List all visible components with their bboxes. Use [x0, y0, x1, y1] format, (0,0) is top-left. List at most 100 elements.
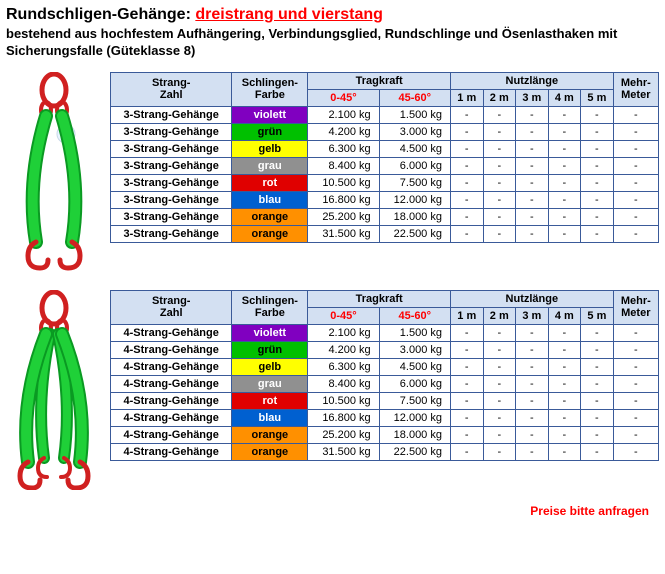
- load-45-60: 12.000 kg: [379, 191, 450, 208]
- table-row: 3-Strang-Gehängeorange31.500 kg22.500 kg…: [111, 225, 659, 242]
- load-45-60: 18.000 kg: [379, 208, 450, 225]
- len-1m: -: [450, 392, 483, 409]
- mehr-meter: -: [613, 409, 658, 426]
- mehr-meter: -: [613, 324, 658, 341]
- len-4m: -: [548, 140, 581, 157]
- len-3m: -: [516, 375, 549, 392]
- load-0-45: 2.100 kg: [308, 324, 379, 341]
- color-swatch: rot: [232, 392, 308, 409]
- row-label: 3-Strang-Gehänge: [111, 140, 232, 157]
- sling-illustration-4: [6, 290, 102, 490]
- hdr-schlingen-farbe: Schlingen-Farbe: [232, 290, 308, 324]
- load-45-60: 6.000 kg: [379, 157, 450, 174]
- color-swatch: grün: [232, 341, 308, 358]
- section-3-strang: Strang-Zahl Schlingen-Farbe Tragkraft Nu…: [6, 72, 659, 272]
- hdr-schlingen-farbe: Schlingen-Farbe: [232, 72, 308, 106]
- load-45-60: 3.000 kg: [379, 341, 450, 358]
- len-3m: -: [516, 174, 549, 191]
- len-2m: -: [483, 174, 516, 191]
- hdr-strang-zahl: Strang-Zahl: [111, 290, 232, 324]
- subtitle: bestehend aus hochfestem Aufhängering, V…: [6, 26, 659, 60]
- mehr-meter: -: [613, 140, 658, 157]
- mehr-meter: -: [613, 106, 658, 123]
- load-45-60: 4.500 kg: [379, 140, 450, 157]
- table-row: 3-Strang-Gehängegelb6.300 kg4.500 kg----…: [111, 140, 659, 157]
- len-4m: -: [548, 208, 581, 225]
- sling-illustration-3: [6, 72, 102, 272]
- load-0-45: 31.500 kg: [308, 443, 379, 460]
- len-2m: -: [483, 157, 516, 174]
- len-1m: -: [450, 426, 483, 443]
- hdr-mehr-meter: Mehr-Meter: [613, 72, 658, 106]
- len-3m: -: [516, 191, 549, 208]
- title-red: dreistrang und vierstang: [195, 6, 383, 23]
- mehr-meter: -: [613, 375, 658, 392]
- len-2m: -: [483, 341, 516, 358]
- len-2m: -: [483, 208, 516, 225]
- len-2m: -: [483, 225, 516, 242]
- len-5m: -: [581, 341, 614, 358]
- row-label: 3-Strang-Gehänge: [111, 123, 232, 140]
- hdr-0-45: 0-45°: [308, 89, 379, 106]
- len-3m: -: [516, 106, 549, 123]
- color-swatch: gelb: [232, 358, 308, 375]
- row-label: 3-Strang-Gehänge: [111, 157, 232, 174]
- load-0-45: 16.800 kg: [308, 191, 379, 208]
- len-4m: -: [548, 157, 581, 174]
- load-45-60: 7.500 kg: [379, 392, 450, 409]
- len-1m: -: [450, 157, 483, 174]
- row-label: 4-Strang-Gehänge: [111, 375, 232, 392]
- row-label: 4-Strang-Gehänge: [111, 409, 232, 426]
- load-0-45: 25.200 kg: [308, 208, 379, 225]
- mehr-meter: -: [613, 426, 658, 443]
- section-4-strang: Strang-Zahl Schlingen-Farbe Tragkraft Nu…: [6, 290, 659, 490]
- len-3m: -: [516, 358, 549, 375]
- len-5m: -: [581, 106, 614, 123]
- len-1m: -: [450, 123, 483, 140]
- color-swatch: gelb: [232, 140, 308, 157]
- len-4m: -: [548, 358, 581, 375]
- hdr-2m: 2 m: [483, 89, 516, 106]
- len-2m: -: [483, 106, 516, 123]
- len-4m: -: [548, 174, 581, 191]
- load-45-60: 22.500 kg: [379, 225, 450, 242]
- color-swatch: orange: [232, 443, 308, 460]
- len-2m: -: [483, 191, 516, 208]
- mehr-meter: -: [613, 443, 658, 460]
- len-3m: -: [516, 157, 549, 174]
- mehr-meter: -: [613, 392, 658, 409]
- hdr-nutzlaenge: Nutzlänge: [450, 290, 613, 307]
- len-1m: -: [450, 174, 483, 191]
- len-3m: -: [516, 443, 549, 460]
- hdr-45-60: 45-60°: [379, 307, 450, 324]
- len-5m: -: [581, 358, 614, 375]
- len-4m: -: [548, 191, 581, 208]
- color-swatch: orange: [232, 208, 308, 225]
- row-label: 3-Strang-Gehänge: [111, 208, 232, 225]
- len-2m: -: [483, 443, 516, 460]
- table-row: 3-Strang-Gehängegrau8.400 kg6.000 kg----…: [111, 157, 659, 174]
- hdr-4m: 4 m: [548, 89, 581, 106]
- table-row: 4-Strang-Gehängeviolett2.100 kg1.500 kg-…: [111, 324, 659, 341]
- load-0-45: 10.500 kg: [308, 392, 379, 409]
- len-1m: -: [450, 375, 483, 392]
- hdr-4m: 4 m: [548, 307, 581, 324]
- load-45-60: 12.000 kg: [379, 409, 450, 426]
- len-5m: -: [581, 123, 614, 140]
- table-4-strang: Strang-Zahl Schlingen-Farbe Tragkraft Nu…: [110, 290, 659, 461]
- load-45-60: 4.500 kg: [379, 358, 450, 375]
- len-3m: -: [516, 123, 549, 140]
- load-0-45: 16.800 kg: [308, 409, 379, 426]
- load-45-60: 3.000 kg: [379, 123, 450, 140]
- len-3m: -: [516, 208, 549, 225]
- len-1m: -: [450, 443, 483, 460]
- mehr-meter: -: [613, 191, 658, 208]
- load-0-45: 25.200 kg: [308, 426, 379, 443]
- load-45-60: 22.500 kg: [379, 443, 450, 460]
- len-5m: -: [581, 225, 614, 242]
- mehr-meter: -: [613, 225, 658, 242]
- len-5m: -: [581, 392, 614, 409]
- load-45-60: 6.000 kg: [379, 375, 450, 392]
- table-row: 3-Strang-Gehängerot10.500 kg7.500 kg----…: [111, 174, 659, 191]
- load-0-45: 6.300 kg: [308, 140, 379, 157]
